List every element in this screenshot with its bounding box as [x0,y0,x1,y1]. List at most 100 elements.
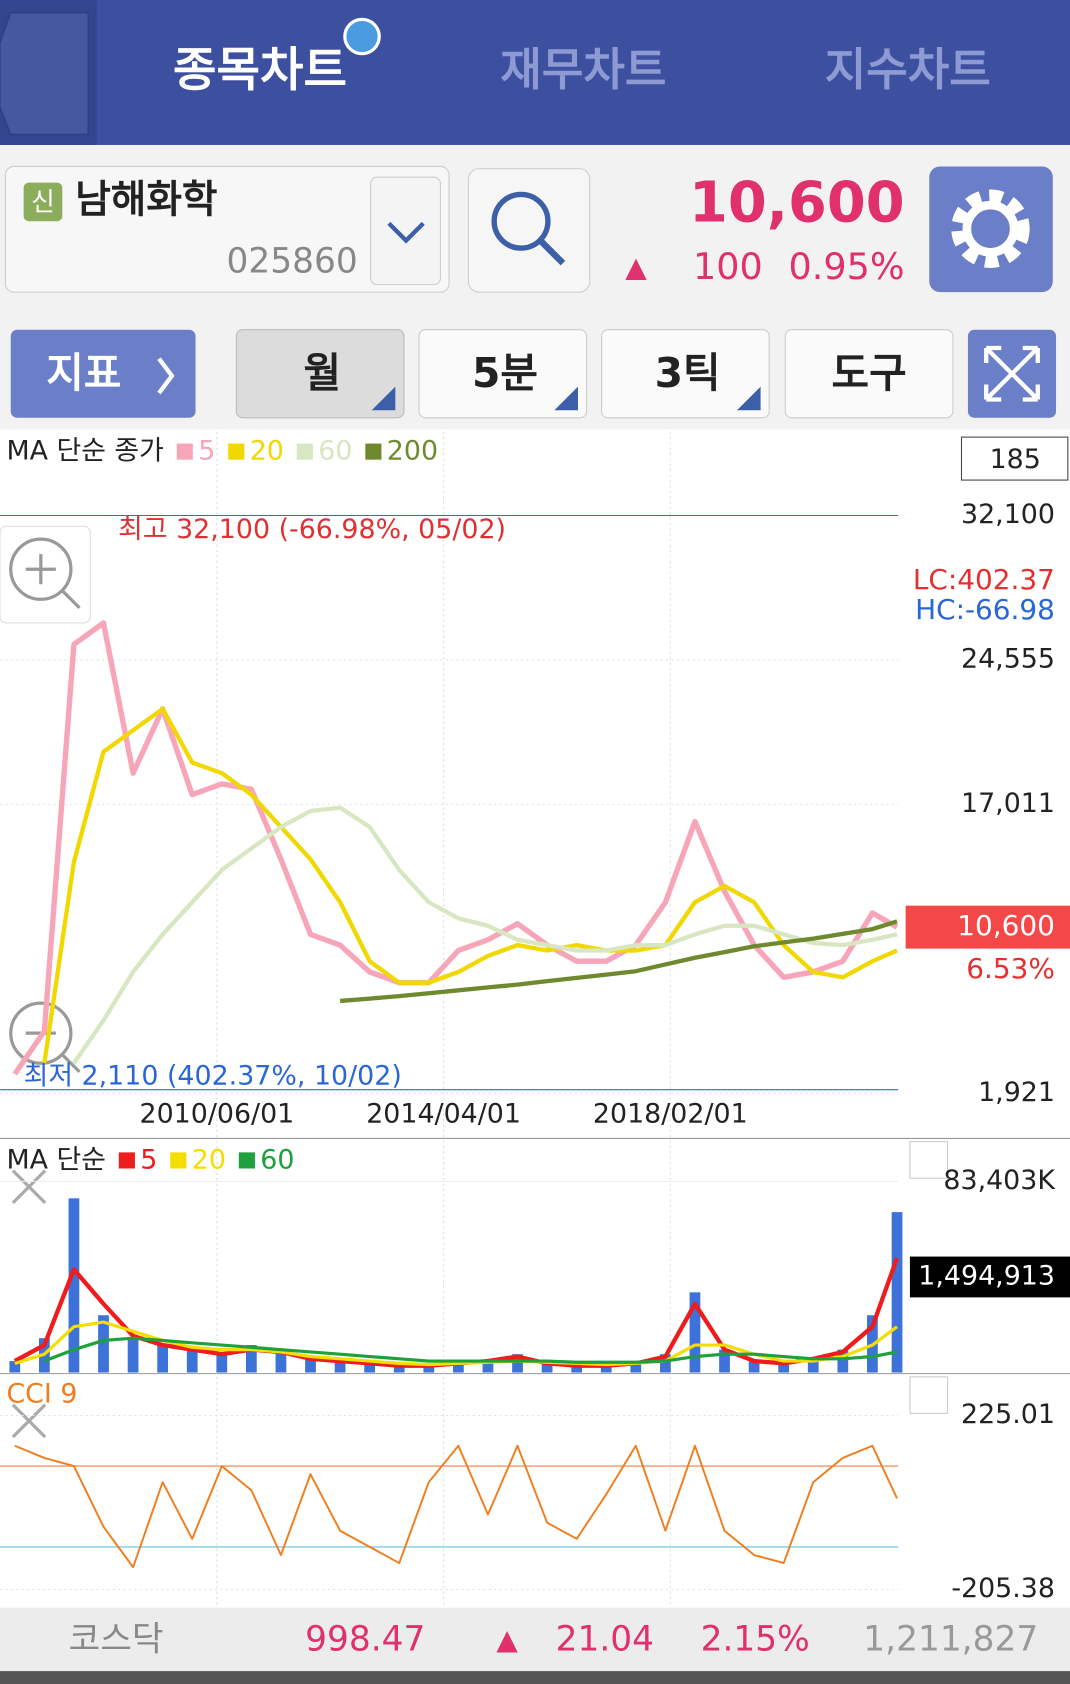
volume-bar [216,1354,228,1373]
y-tick-label: -205.38 [951,1573,1055,1604]
volume-bar [127,1338,139,1373]
volume-bar [748,1361,760,1373]
current-pct: 6.53% [966,952,1055,985]
legend-label: 200 [387,436,438,467]
volume-bar [453,1363,464,1373]
stock-box[interactable] [4,165,450,293]
dropdown[interactable] [370,176,441,286]
legend-swatch [238,1152,255,1169]
resize-handle[interactable] [909,1141,949,1179]
search-button[interactable] [467,168,591,293]
volume-bar [423,1365,435,1373]
volume-bar [364,1363,376,1373]
dropdown-icon [387,221,425,244]
volume-bar [305,1358,316,1373]
y-tick-label: 225.01 [961,1399,1055,1430]
hc: HC:-66.98 [915,593,1055,626]
volume-ma-line [14,1320,899,1367]
legend-label: 60 [260,1144,294,1175]
legend-label: 5 [198,436,215,467]
volume-bar [891,1212,903,1373]
volume-bar [482,1361,494,1373]
legend-title: MA 단순 종가 [6,436,163,467]
legend-swatch [228,443,245,460]
expand-icon [984,345,1040,402]
stock-name: 남해화학 [75,177,217,222]
legend-swatch [365,443,382,460]
volume-bar [541,1363,553,1373]
resize-handle[interactable] [909,1376,949,1414]
index-name: 코스닥 [69,1620,164,1660]
ma-line [12,620,899,1076]
tool-button[interactable] [784,329,954,419]
ma-line [42,706,898,1064]
volume-bar [334,1361,346,1373]
index-change-pct: 2.15% [701,1620,810,1660]
y-tick-label: 24,555 [961,643,1055,674]
volume-bar [157,1345,169,1373]
volume-bar [660,1354,671,1373]
search-icon [491,191,551,251]
legend-swatch [176,443,193,460]
period-button[interactable] [418,329,588,419]
button-label: 월 [304,349,342,397]
tab-badge [343,17,381,56]
count: 185 [990,444,1041,475]
volume-bar [719,1349,730,1373]
footer-strip [0,1671,1070,1684]
y-tick-label: 17,011 [961,788,1055,819]
volume-bar [689,1292,701,1373]
lc: LC:402.37 [913,563,1055,596]
current-price-box [905,905,1070,949]
legend-label: 5 [140,1144,157,1175]
button-label: 지표 [46,349,121,397]
zoom-in[interactable] [0,525,91,624]
back-tab[interactable] [0,12,89,135]
volume-bar [600,1365,612,1373]
period-button[interactable] [235,329,405,419]
arrow: ▲ [625,250,647,283]
volume-bar [9,1361,21,1373]
legend-label: 20 [250,436,284,467]
button-label: 5분 [472,349,538,397]
change-pct: 0.95% [789,245,905,288]
indicator-button[interactable] [10,329,196,418]
x-tick-label: 2010/06/01 [139,1098,294,1129]
tab[interactable]: 지수차트 [825,43,991,96]
legend-label: 20 [192,1144,226,1175]
legend-label: 60 [318,436,352,467]
button-label: 도구 [832,349,907,397]
cci-line [14,1444,898,1569]
chevron [157,357,175,395]
volume-ma-line [43,1336,898,1364]
volume-bar [630,1363,642,1373]
stock-code: 025860 [227,242,358,282]
current-price: 10,600 [957,909,1055,942]
volume-ma-line [13,1257,900,1368]
legend-title: CCI 9 [6,1379,77,1410]
volume-box [909,1256,1070,1298]
header-bar [0,0,1070,145]
search-icon [538,238,566,266]
high-label: 최고 32,100 (-66.98%, 05/02) [118,514,506,545]
x-tick-label: 2014/04/01 [366,1098,521,1129]
legend-swatch [170,1152,187,1169]
period-button[interactable] [601,329,770,419]
volume-bar [512,1354,523,1373]
settings-button[interactable] [929,166,1053,293]
tab-active[interactable]: 종목차트 [173,43,347,98]
close-icon[interactable] [11,1169,47,1439]
legend-swatch [296,443,313,460]
count-box [960,436,1069,481]
ma-line [72,805,898,1065]
index-change: 21.04 [556,1620,654,1660]
volume-bar [807,1358,819,1373]
volume-bar [393,1365,405,1373]
volume-bar [98,1315,109,1373]
tab[interactable]: 재무차트 [500,43,666,96]
ma-line [339,919,898,1004]
badge-text: 신 [31,187,55,217]
y-tick-label: 83,403K [943,1165,1056,1196]
y-tick-label: 32,100 [961,499,1055,530]
